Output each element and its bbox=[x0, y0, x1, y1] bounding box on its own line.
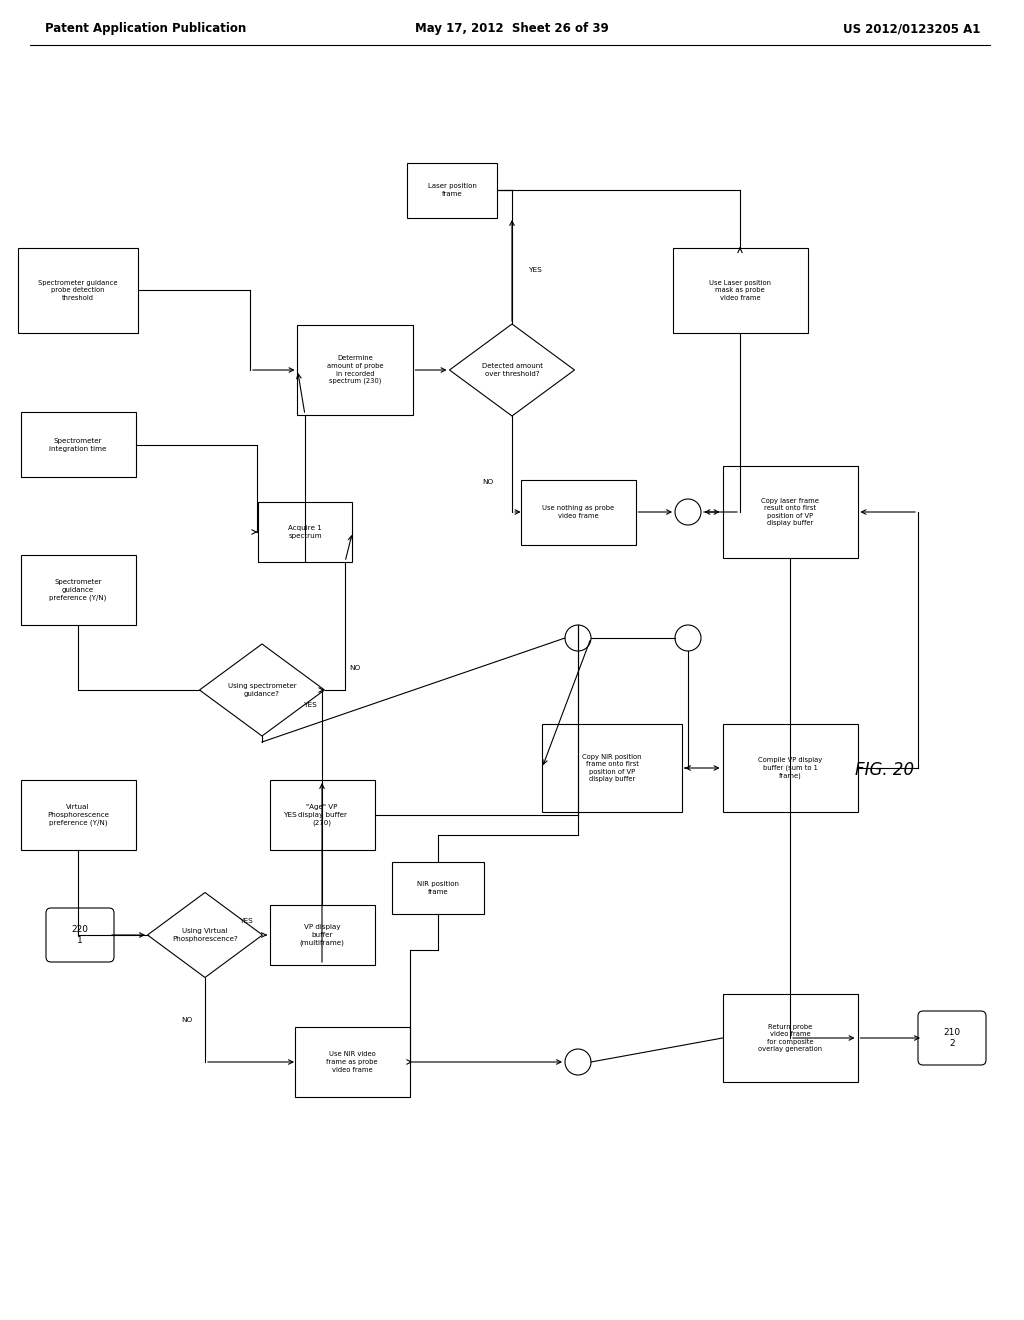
Text: Spectrometer
guidance
preference (Y/N): Spectrometer guidance preference (Y/N) bbox=[49, 579, 106, 601]
Text: Compile VP display
buffer (sum to 1
frame): Compile VP display buffer (sum to 1 fram… bbox=[758, 756, 822, 779]
FancyBboxPatch shape bbox=[20, 780, 135, 850]
Text: 220
1: 220 1 bbox=[72, 925, 88, 945]
FancyBboxPatch shape bbox=[542, 723, 682, 812]
FancyBboxPatch shape bbox=[295, 1027, 410, 1097]
FancyBboxPatch shape bbox=[918, 1011, 986, 1065]
FancyBboxPatch shape bbox=[520, 479, 636, 544]
FancyBboxPatch shape bbox=[673, 248, 808, 333]
Circle shape bbox=[675, 624, 701, 651]
Text: Patent Application Publication: Patent Application Publication bbox=[45, 22, 246, 36]
FancyBboxPatch shape bbox=[257, 502, 352, 562]
FancyBboxPatch shape bbox=[723, 466, 857, 558]
FancyBboxPatch shape bbox=[298, 325, 413, 414]
Polygon shape bbox=[450, 323, 574, 416]
Text: Detected amount
over threshold?: Detected amount over threshold? bbox=[481, 363, 543, 376]
FancyBboxPatch shape bbox=[392, 862, 484, 913]
Text: May 17, 2012  Sheet 26 of 39: May 17, 2012 Sheet 26 of 39 bbox=[415, 22, 609, 36]
FancyBboxPatch shape bbox=[723, 723, 857, 812]
Circle shape bbox=[565, 1049, 591, 1074]
Text: Virtual
Phosphorescence
preference (Y/N): Virtual Phosphorescence preference (Y/N) bbox=[47, 804, 109, 826]
Text: Using Virtual
Phosphorescence?: Using Virtual Phosphorescence? bbox=[172, 928, 238, 941]
Text: NO: NO bbox=[181, 1016, 193, 1023]
FancyBboxPatch shape bbox=[269, 906, 375, 965]
Text: Spectrometer guidance
probe detection
threshold: Spectrometer guidance probe detection th… bbox=[38, 280, 118, 301]
FancyBboxPatch shape bbox=[46, 908, 114, 962]
Text: Acquire 1
spectrum: Acquire 1 spectrum bbox=[288, 525, 322, 539]
Text: YES: YES bbox=[303, 702, 316, 708]
Text: YES: YES bbox=[528, 267, 542, 273]
Text: Return probe
video frame
for composite
overlay generation: Return probe video frame for composite o… bbox=[758, 1024, 822, 1052]
Text: YES: YES bbox=[240, 917, 253, 924]
Text: "Age" VP
display buffer
(270): "Age" VP display buffer (270) bbox=[298, 804, 346, 826]
Text: Copy laser frame
result onto first
position of VP
display buffer: Copy laser frame result onto first posit… bbox=[761, 498, 819, 527]
Circle shape bbox=[565, 624, 591, 651]
Text: YES: YES bbox=[283, 812, 297, 818]
Text: Use nothing as probe
video frame: Use nothing as probe video frame bbox=[542, 506, 614, 519]
Text: NO: NO bbox=[482, 479, 494, 484]
Text: Using spectrometer
guidance?: Using spectrometer guidance? bbox=[227, 684, 296, 697]
Text: Laser position
frame: Laser position frame bbox=[428, 183, 476, 197]
Text: FIG. 20: FIG. 20 bbox=[855, 762, 914, 779]
Text: Use NIR video
frame as probe
video frame: Use NIR video frame as probe video frame bbox=[327, 1052, 378, 1072]
Polygon shape bbox=[200, 644, 325, 737]
FancyBboxPatch shape bbox=[20, 554, 135, 624]
Text: Determine
amount of probe
in recorded
spectrum (230): Determine amount of probe in recorded sp… bbox=[327, 355, 383, 384]
Text: Copy NIR position
frame onto first
position of VP
display buffer: Copy NIR position frame onto first posit… bbox=[583, 754, 642, 783]
Text: NIR position
frame: NIR position frame bbox=[417, 882, 459, 895]
FancyBboxPatch shape bbox=[18, 248, 138, 333]
FancyBboxPatch shape bbox=[20, 412, 135, 478]
Circle shape bbox=[675, 499, 701, 525]
Text: 210
2: 210 2 bbox=[943, 1028, 961, 1048]
Text: Use Laser position
mask as probe
video frame: Use Laser position mask as probe video f… bbox=[709, 280, 771, 301]
Polygon shape bbox=[147, 892, 262, 978]
FancyBboxPatch shape bbox=[723, 994, 857, 1082]
Text: NO: NO bbox=[349, 665, 360, 671]
Text: VP display
buffer
(multiframe): VP display buffer (multiframe) bbox=[300, 924, 344, 945]
Text: US 2012/0123205 A1: US 2012/0123205 A1 bbox=[843, 22, 980, 36]
FancyBboxPatch shape bbox=[407, 162, 497, 218]
FancyBboxPatch shape bbox=[269, 780, 375, 850]
Text: Spectrometer
integration time: Spectrometer integration time bbox=[49, 438, 106, 451]
